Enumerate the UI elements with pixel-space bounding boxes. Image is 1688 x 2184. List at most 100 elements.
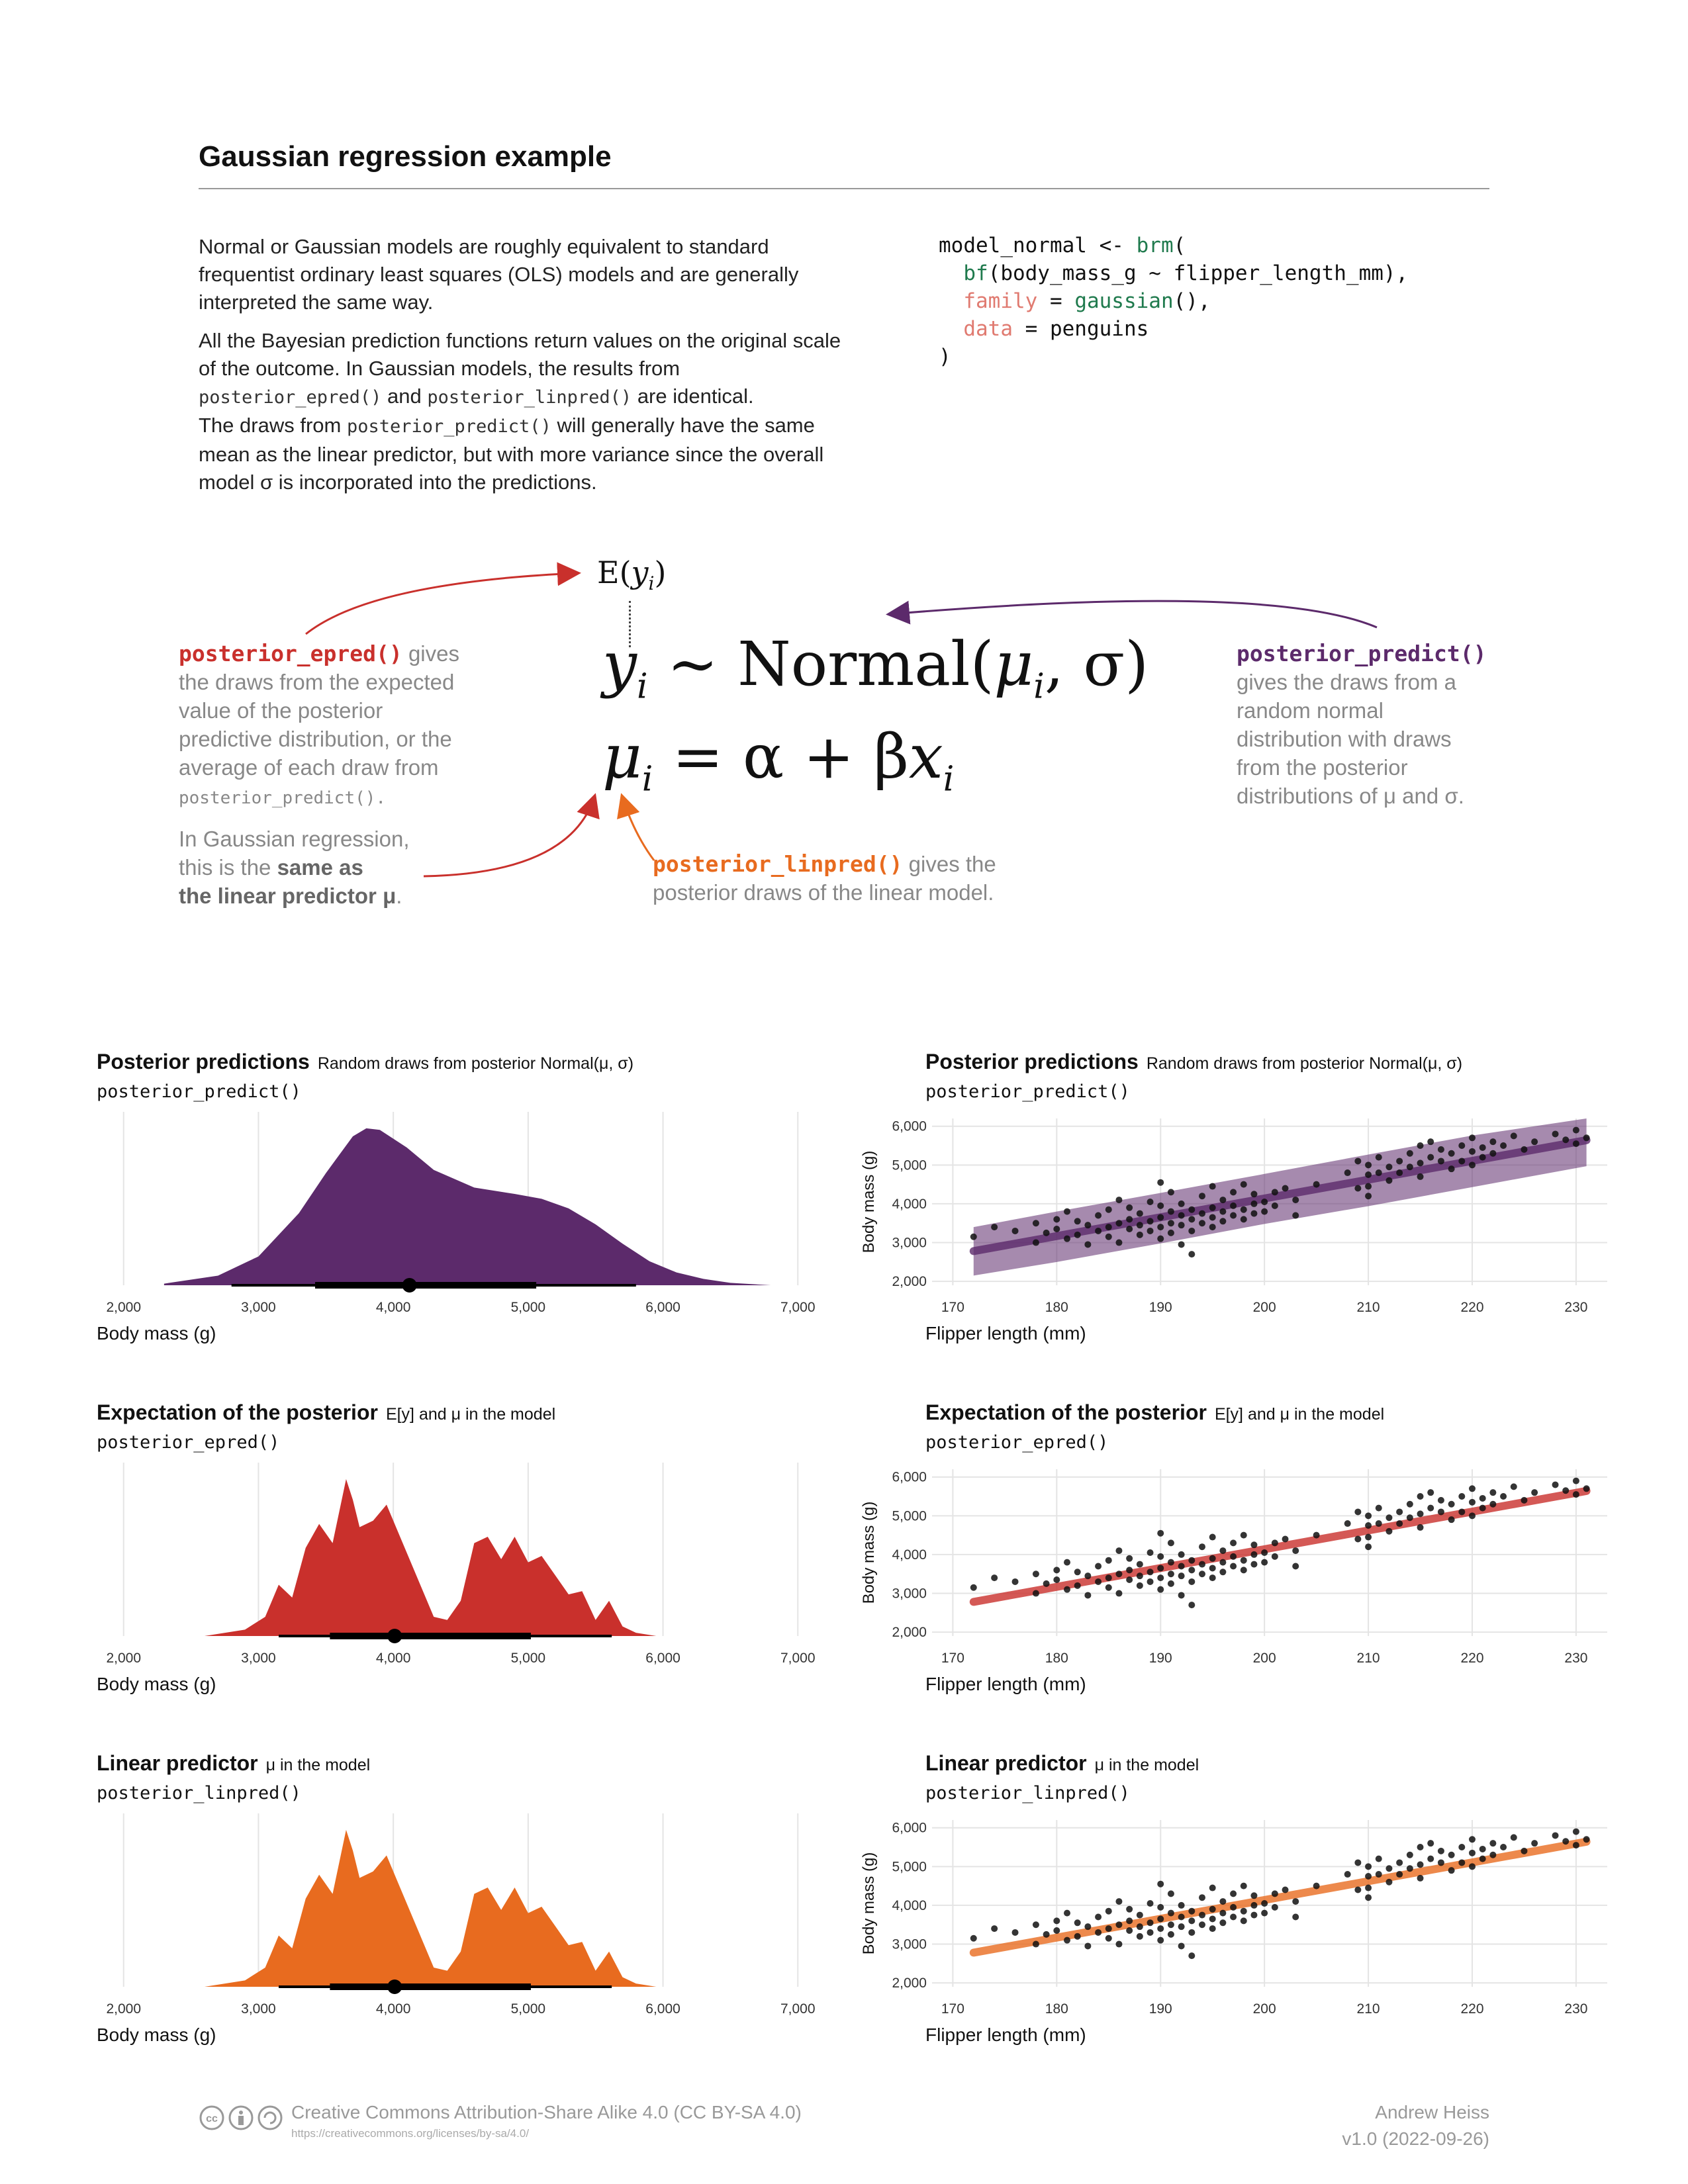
data-point bbox=[1354, 1185, 1362, 1192]
data-point bbox=[970, 1233, 977, 1240]
data-point bbox=[1084, 1572, 1092, 1580]
data-point bbox=[1126, 1226, 1133, 1233]
code-argument: data bbox=[963, 317, 1013, 341]
data-point bbox=[1448, 1165, 1455, 1173]
anno-text: . bbox=[396, 884, 402, 908]
x-tick-label: 220 bbox=[1460, 1300, 1483, 1315]
data-point bbox=[1064, 1559, 1070, 1566]
data-point bbox=[1489, 1840, 1497, 1847]
data-point bbox=[1240, 1531, 1247, 1539]
license-url[interactable]: https://creativecommons.org/licenses/by-… bbox=[291, 2127, 530, 2140]
data-point bbox=[1448, 1851, 1455, 1858]
data-point bbox=[1240, 1206, 1247, 1213]
panel-title-predict-left: Posterior predictions Random draws from p… bbox=[97, 1050, 633, 1074]
anno-text: distribution with draws bbox=[1237, 727, 1452, 751]
data-point bbox=[1157, 1529, 1164, 1537]
data-point bbox=[1199, 1570, 1205, 1578]
data-point bbox=[1417, 1524, 1424, 1531]
data-point bbox=[1292, 1563, 1299, 1570]
data-point bbox=[1552, 1832, 1559, 1839]
data-point bbox=[1219, 1919, 1227, 1927]
data-point bbox=[1115, 1197, 1123, 1204]
data-point bbox=[1396, 1520, 1403, 1527]
data-point bbox=[1064, 1208, 1070, 1215]
data-point bbox=[1406, 1514, 1413, 1522]
cc-license-icons: cc bbox=[199, 2105, 283, 2130]
data-point bbox=[1032, 1220, 1039, 1227]
data-point bbox=[1344, 1520, 1351, 1527]
data-point bbox=[1500, 1493, 1507, 1500]
x-tick-label: 200 bbox=[1253, 1651, 1276, 1666]
chart-function-label: posterior_epred() bbox=[97, 1432, 280, 1453]
data-point bbox=[1396, 1871, 1403, 1878]
data-point bbox=[1105, 1925, 1112, 1933]
y-tick-label: 3,000 bbox=[892, 1236, 927, 1251]
data-point bbox=[1157, 1903, 1164, 1911]
x-tick-label: 3,000 bbox=[241, 2001, 276, 2017]
data-point bbox=[1396, 1169, 1403, 1177]
data-point bbox=[1188, 1952, 1196, 1960]
data-point bbox=[1147, 1549, 1154, 1556]
data-point bbox=[1500, 1142, 1507, 1150]
data-point bbox=[1417, 1142, 1424, 1150]
data-point bbox=[1250, 1200, 1258, 1207]
y-tick-label: 2,000 bbox=[892, 1625, 927, 1640]
chart-title: Expectation of the posterior bbox=[97, 1400, 378, 1424]
data-point bbox=[1572, 1842, 1579, 1849]
data-point bbox=[1147, 1218, 1154, 1225]
data-point bbox=[1365, 1171, 1372, 1178]
eq-text: , σ) bbox=[1044, 629, 1149, 700]
data-point bbox=[1365, 1183, 1372, 1190]
data-point bbox=[1032, 1570, 1039, 1578]
data-point bbox=[1105, 1224, 1112, 1231]
data-point bbox=[1095, 1227, 1102, 1234]
data-point bbox=[1240, 1181, 1247, 1188]
gaussian-note: In Gaussian regression, this is the same… bbox=[179, 825, 457, 910]
chart-title: Linear predictor bbox=[925, 1751, 1087, 1775]
model-code-block: model_normal <- brm( bf(body_mass_g ~ fl… bbox=[939, 232, 1408, 371]
y-tick-label: 6,000 bbox=[892, 1119, 927, 1134]
data-point bbox=[1095, 1578, 1102, 1585]
data-point bbox=[1375, 1855, 1382, 1862]
density-area bbox=[164, 1128, 771, 1285]
data-point bbox=[1521, 1146, 1528, 1153]
data-point bbox=[1479, 1154, 1486, 1161]
anno-bold: same as bbox=[277, 855, 363, 880]
data-point bbox=[1437, 1496, 1444, 1504]
data-point bbox=[1199, 1921, 1205, 1929]
data-point bbox=[1385, 1527, 1393, 1535]
data-point bbox=[1385, 1514, 1393, 1522]
data-point bbox=[1479, 1504, 1486, 1512]
data-point bbox=[1583, 1836, 1590, 1843]
data-point bbox=[1084, 1923, 1092, 1931]
data-point bbox=[1510, 1483, 1517, 1490]
y-tick-label: 2,000 bbox=[892, 1976, 927, 1991]
data-point bbox=[1147, 1929, 1154, 1936]
data-point bbox=[1448, 1516, 1455, 1524]
data-point bbox=[970, 1584, 977, 1591]
data-point bbox=[1250, 1541, 1258, 1549]
data-point bbox=[1365, 1161, 1372, 1169]
data-point bbox=[1354, 1859, 1362, 1866]
data-point bbox=[1250, 1210, 1258, 1217]
data-point bbox=[1313, 1181, 1320, 1188]
data-point bbox=[1417, 1874, 1424, 1882]
x-tick-label: 230 bbox=[1564, 1300, 1587, 1315]
chart-title: Posterior predictions bbox=[925, 1050, 1139, 1073]
data-point bbox=[1105, 1907, 1112, 1915]
data-point bbox=[1126, 1905, 1133, 1913]
eq-sub: i bbox=[648, 572, 655, 595]
y-tick-label: 5,000 bbox=[892, 1158, 927, 1173]
data-point bbox=[1489, 1851, 1497, 1858]
data-point bbox=[1583, 1485, 1590, 1492]
data-point bbox=[1354, 1508, 1362, 1516]
data-point bbox=[1167, 1229, 1174, 1236]
data-point bbox=[1219, 1547, 1227, 1555]
data-point bbox=[1105, 1574, 1112, 1582]
data-point bbox=[1188, 1206, 1196, 1213]
x-tick-label: 180 bbox=[1045, 1651, 1068, 1666]
data-point bbox=[1230, 1903, 1237, 1911]
y-tick-label: 4,000 bbox=[892, 1898, 927, 1913]
data-point bbox=[1105, 1557, 1112, 1564]
anno-text: gives the bbox=[908, 852, 996, 876]
